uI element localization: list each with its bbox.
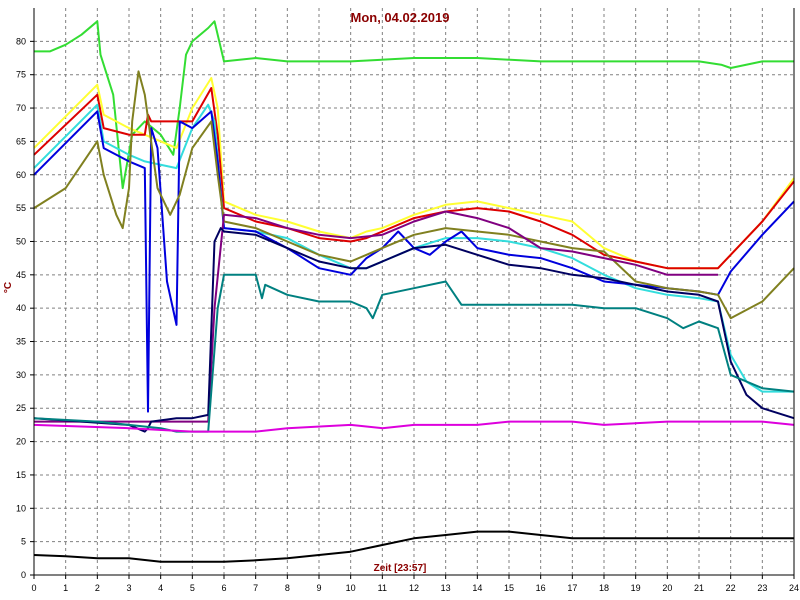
x-tick-label: 15 <box>504 583 514 593</box>
x-tick-label: 20 <box>662 583 672 593</box>
x-tick-label: 7 <box>253 583 258 593</box>
x-tick-label: 14 <box>472 583 482 593</box>
x-tick-label: 13 <box>441 583 451 593</box>
x-tick-label: 22 <box>726 583 736 593</box>
grid-lines <box>33 8 795 576</box>
y-tick-label: 25 <box>16 403 26 413</box>
x-tick-label: 5 <box>190 583 195 593</box>
y-tick-label: 5 <box>21 537 26 547</box>
x-tick-label: 10 <box>346 583 356 593</box>
y-tick-label: 15 <box>16 470 26 480</box>
y-tick-label: 40 <box>16 303 26 313</box>
y-tick-label: 10 <box>16 503 26 513</box>
series-line-7 <box>34 210 718 423</box>
x-tick-label: 2 <box>95 583 100 593</box>
x-tick-label: 21 <box>694 583 704 593</box>
y-tick-label: 30 <box>16 370 26 380</box>
x-tick-label: 6 <box>221 583 226 593</box>
x-tick-label: 12 <box>409 583 419 593</box>
y-tick-label: 70 <box>16 103 26 113</box>
x-tick-label: 16 <box>536 583 546 593</box>
x-tick-label: 19 <box>631 583 641 593</box>
series-line-6 <box>33 70 795 320</box>
y-tick-label: 60 <box>16 170 26 180</box>
x-axis-label: Zeit [23:57] <box>373 563 427 574</box>
x-tick-label: 23 <box>757 583 767 593</box>
y-tick-label: 65 <box>16 136 26 146</box>
y-tick-label: 45 <box>16 270 26 280</box>
x-tick-label: 17 <box>567 583 577 593</box>
y-tick-label: 50 <box>16 236 26 246</box>
y-tick-label: 35 <box>16 337 26 347</box>
series-line-8 <box>33 227 795 433</box>
y-tick-label: 80 <box>16 36 26 46</box>
y-tick-label: 20 <box>16 437 26 447</box>
x-tick-label: 18 <box>599 583 609 593</box>
x-tick-label: 24 <box>789 583 799 593</box>
y-tick-label: 55 <box>16 203 26 213</box>
y-tick-label: 75 <box>16 70 26 80</box>
series-line-11 <box>33 530 794 563</box>
y-axis-label: °C <box>3 281 15 294</box>
x-tick-label: 9 <box>316 583 321 593</box>
x-tick-label: 1 <box>63 583 68 593</box>
chart-title: Mon, 04.02.2019 <box>350 10 450 25</box>
x-tick-label: 3 <box>126 583 131 593</box>
x-tick-label: 11 <box>378 583 387 593</box>
y-tick-label: 0 <box>21 570 26 580</box>
axes: 0 1 2 3 4 5 6 7 8 9 10 11 12 13 14 15 16 17 18 19 20 21 22 23 24… <box>16 8 799 593</box>
x-tick-label: 4 <box>158 583 163 593</box>
series-layer <box>33 20 795 563</box>
x-tick-label: 8 <box>285 583 290 593</box>
series-line-1 <box>34 20 794 190</box>
series-line-10 <box>33 420 795 433</box>
x-tick-label: 0 <box>31 583 36 593</box>
